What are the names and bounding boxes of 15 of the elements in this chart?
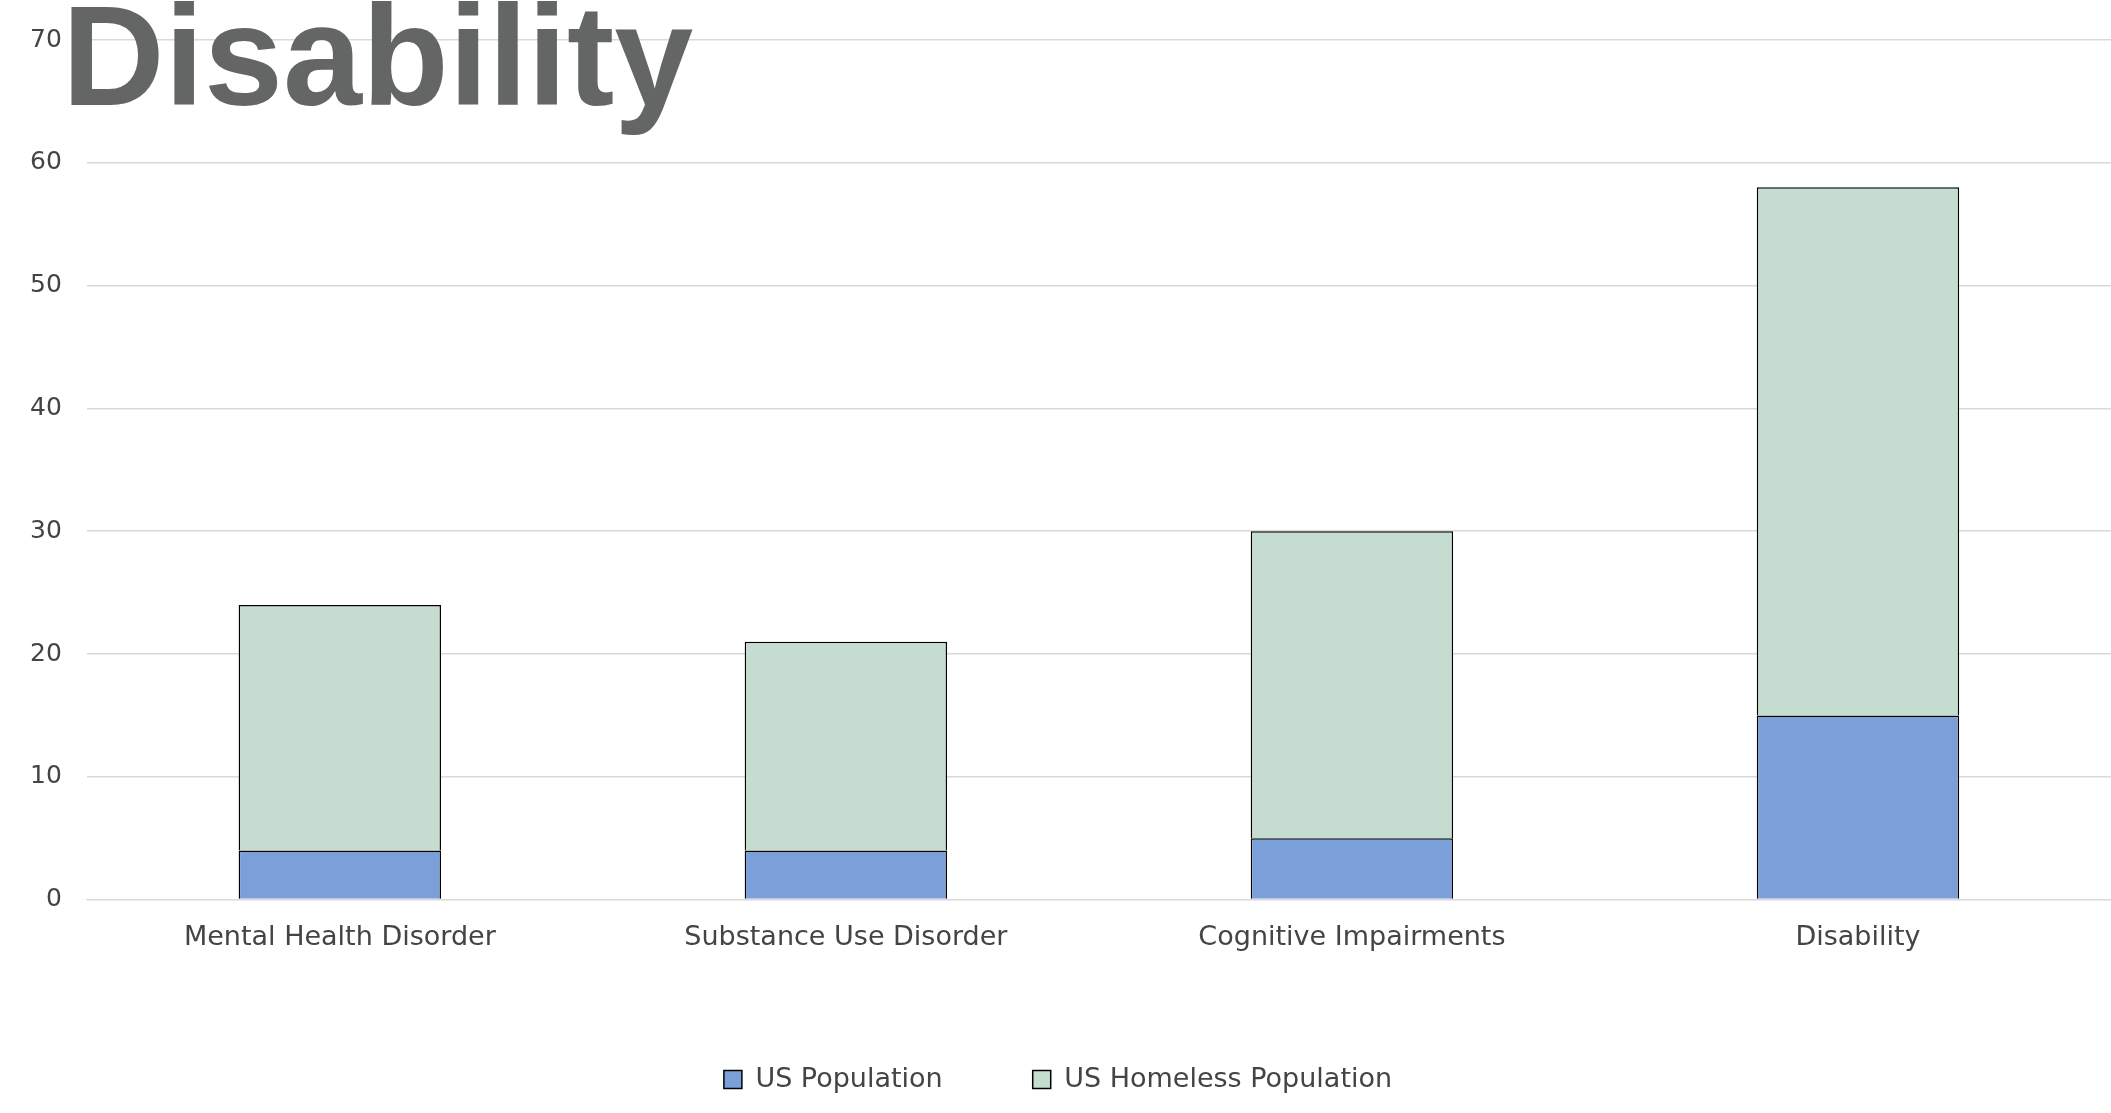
chart-title: Disability <box>62 0 694 135</box>
y-tick-label: 40 <box>30 391 62 421</box>
y-tick-label: 0 <box>45 883 62 913</box>
legend-label: US Homeless Population <box>1064 1061 1393 1093</box>
y-tick-label: 20 <box>30 637 62 667</box>
x-tick-label: Substance Use Disorder <box>684 919 1009 951</box>
legend-label: US Population <box>755 1061 943 1093</box>
x-tick-label: Cognitive Impairments <box>1198 919 1506 951</box>
y-tick-label: 60 <box>30 146 62 176</box>
y-tick-label: 10 <box>30 760 62 790</box>
y-tick-label: 50 <box>30 269 62 299</box>
y-tick-label: 30 <box>30 514 62 544</box>
x-tick-label: Mental Health Disorder <box>183 919 497 951</box>
x-tick-label: Disability <box>1795 919 1921 951</box>
y-tick-label: 70 <box>30 23 62 53</box>
